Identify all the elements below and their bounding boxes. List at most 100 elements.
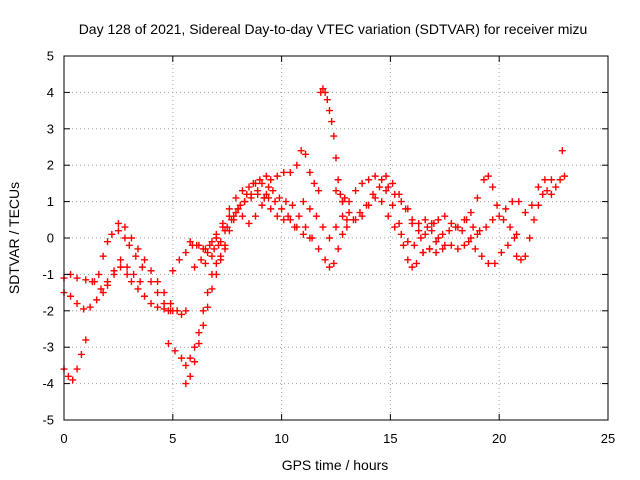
data-point [141,256,149,264]
data-point [73,300,81,308]
data-point [86,303,94,311]
data-point [356,209,364,217]
x-tick-label: 25 [601,431,615,446]
data-point [154,278,162,286]
data-point [343,223,351,231]
data-point [273,212,281,220]
data-point [243,190,251,198]
data-point [191,358,199,366]
data-point [515,198,523,206]
data-point [114,227,122,235]
data-points [60,85,568,388]
x-tick-label: 5 [169,431,176,446]
data-point [286,168,294,176]
data-point [127,234,135,242]
data-point [204,289,212,297]
data-point [130,270,138,278]
data-point [260,194,268,202]
data-point [258,179,266,187]
data-point [241,198,249,206]
data-point [510,234,518,242]
data-point [136,278,144,286]
data-point [204,303,212,311]
data-point [323,96,331,104]
data-point [175,256,183,264]
y-tick-label: 5 [47,49,54,64]
data-point [182,249,190,257]
data-point [288,201,296,209]
grid-lines [64,56,608,420]
data-point [556,176,564,184]
data-point [362,201,370,209]
data-point [434,234,442,242]
data-point [251,212,259,220]
data-point [336,190,344,198]
data-point [421,230,429,238]
series-11 [191,172,275,271]
data-point [558,147,566,155]
data-point [382,172,390,180]
data-point [369,190,377,198]
data-point [271,198,279,206]
data-point [199,321,207,329]
data-point [410,241,418,249]
data-point [308,234,316,242]
data-point [482,223,490,231]
data-point [397,230,405,238]
data-point [108,230,116,238]
data-point [254,187,262,195]
data-point [236,201,244,209]
data-point [352,187,360,195]
data-point [334,176,342,184]
data-point [526,234,534,242]
data-point [262,172,270,180]
data-point [269,187,277,195]
data-point [463,216,471,224]
data-point [306,168,314,176]
data-point [319,85,327,93]
data-point [528,201,536,209]
series-6 [164,245,229,369]
data-point [182,380,190,388]
data-point [325,263,333,271]
data-point [332,154,340,162]
data-point [306,205,314,213]
data-point [473,230,481,238]
y-tick-label: -5 [42,413,54,428]
series-10 [201,187,314,267]
data-point [447,241,455,249]
data-point [343,216,351,224]
data-point [428,219,436,227]
data-point [330,259,338,267]
data-point [154,303,162,311]
data-point [232,209,240,217]
data-point [391,223,399,231]
data-point [265,183,273,191]
data-point [404,256,412,264]
data-point [395,219,403,227]
data-point [489,183,497,191]
series-19 [408,172,521,238]
data-point [389,201,397,209]
data-point [332,223,340,231]
data-point [415,227,423,235]
data-point [310,179,318,187]
data-point [82,336,90,344]
series-16 [332,187,438,249]
data-point [245,183,253,191]
data-point [267,176,275,184]
data-point [332,187,340,195]
data-point [521,252,529,260]
data-point [539,190,547,198]
data-point [217,238,225,246]
data-point [295,212,303,220]
data-point [93,296,101,304]
series-5 [90,256,144,293]
data-point [167,307,175,315]
data-point [365,176,373,184]
series-15 [299,172,412,242]
data-point [225,205,233,213]
data-point [138,263,146,271]
series-22 [513,172,568,264]
data-point [402,205,410,213]
